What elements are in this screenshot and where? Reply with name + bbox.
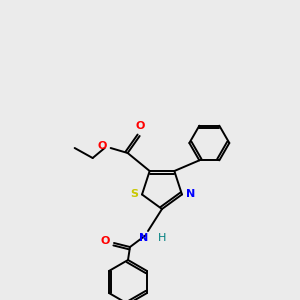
Text: O: O	[97, 141, 107, 151]
Text: H: H	[158, 233, 166, 243]
Text: S: S	[130, 190, 138, 200]
Text: O: O	[100, 236, 110, 246]
Text: N: N	[186, 190, 195, 200]
Text: N: N	[139, 233, 148, 243]
Text: O: O	[136, 121, 145, 131]
